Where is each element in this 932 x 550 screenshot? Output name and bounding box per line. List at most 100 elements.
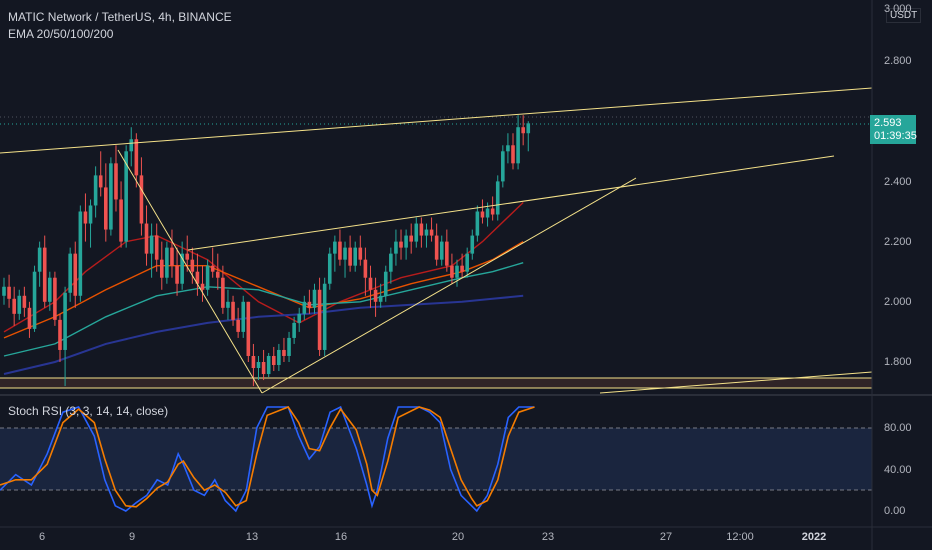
candle	[17, 295, 22, 314]
candle	[266, 355, 271, 375]
time-tick-label: 2022	[801, 531, 827, 543]
candle	[63, 292, 67, 350]
time-tick-label: 12:00	[726, 531, 754, 543]
candle	[88, 205, 93, 224]
candle	[241, 301, 246, 332]
candle	[119, 199, 123, 242]
time-tick-label: 20	[451, 531, 465, 543]
candle	[327, 253, 332, 284]
candle	[485, 208, 490, 218]
candle	[287, 337, 291, 356]
candle	[27, 307, 32, 329]
lower-line	[599, 371, 873, 394]
candle	[343, 247, 347, 260]
candle	[159, 259, 164, 278]
candle	[526, 123, 531, 134]
candle	[333, 241, 337, 254]
stoch-rsi-label[interactable]: Stoch RSI (3, 3, 14, 14, close)	[8, 404, 169, 418]
candle	[200, 283, 205, 290]
last-price-value: 2.593	[874, 117, 902, 129]
candle	[363, 259, 368, 278]
trendlines	[0, 87, 873, 394]
candle	[73, 253, 78, 296]
time-tick-label: 13	[245, 531, 259, 543]
candle	[460, 265, 464, 272]
drop-line	[117, 149, 263, 394]
candle	[445, 241, 449, 266]
candle	[302, 301, 307, 314]
candle	[399, 241, 403, 248]
candle	[277, 349, 281, 366]
rsi-tick-label: 80.00	[884, 422, 912, 434]
candle	[439, 241, 444, 260]
rsi-lines	[0, 405, 535, 513]
candle	[470, 235, 475, 254]
candle	[419, 223, 424, 236]
candle	[373, 289, 378, 302]
candle	[271, 355, 276, 366]
candle	[434, 235, 439, 260]
candle	[404, 235, 408, 248]
candle	[378, 295, 383, 302]
candle	[42, 247, 47, 302]
candle	[180, 253, 184, 284]
candle	[32, 271, 37, 329]
candle	[205, 265, 210, 290]
candle	[282, 349, 286, 356]
candle	[246, 301, 251, 356]
candle	[317, 289, 322, 350]
candle	[48, 277, 52, 302]
candle	[353, 247, 358, 266]
candle	[93, 175, 98, 206]
time-tick-label: 6	[38, 531, 46, 543]
candle	[521, 127, 525, 134]
candle	[53, 277, 57, 320]
candle	[139, 175, 144, 224]
candle	[506, 145, 510, 152]
candle	[312, 289, 317, 308]
candle	[424, 229, 429, 236]
candle	[501, 151, 505, 182]
candle	[2, 286, 6, 296]
candle	[495, 181, 500, 215]
time-tick-label: 16	[334, 531, 348, 543]
candle	[475, 211, 480, 236]
rising-support-line	[261, 177, 637, 394]
ema-indicator-label[interactable]: EMA 20/50/100/200	[8, 27, 114, 41]
candle	[165, 247, 169, 278]
candle	[511, 145, 515, 164]
last-price-badge: 2.593 01:39:35	[870, 115, 917, 144]
candle	[358, 247, 363, 260]
candle	[450, 265, 454, 278]
currency-label[interactable]: USDT	[886, 8, 922, 23]
candle	[104, 187, 108, 230]
symbol-title[interactable]: MATIC Network / TetherUS, 4h, BINANCE	[8, 10, 232, 24]
candle	[455, 265, 459, 278]
candle	[251, 355, 256, 369]
candle	[394, 241, 398, 254]
candle	[480, 211, 485, 218]
candle	[215, 271, 220, 278]
last-price-line	[0, 116, 872, 125]
price-tick-label: 2.000	[884, 296, 912, 308]
upper-channel-line	[0, 87, 873, 154]
candle	[297, 313, 302, 323]
time-tick-label: 27	[659, 531, 673, 543]
candle	[231, 301, 235, 320]
candle	[261, 362, 266, 375]
candle	[22, 295, 27, 308]
rsi-tick-label: 0.00	[884, 505, 906, 517]
candle	[190, 259, 195, 272]
stoch-rsi-line	[0, 405, 535, 513]
ema-line	[3, 294, 524, 375]
candle	[429, 229, 434, 236]
candle	[78, 211, 83, 296]
candle	[98, 175, 103, 188]
candle	[185, 253, 190, 260]
candle	[256, 362, 261, 369]
candle	[68, 253, 72, 293]
price-tick-label: 3.000	[884, 3, 912, 15]
candle	[170, 247, 174, 266]
time-tick-label: 9	[128, 531, 136, 543]
